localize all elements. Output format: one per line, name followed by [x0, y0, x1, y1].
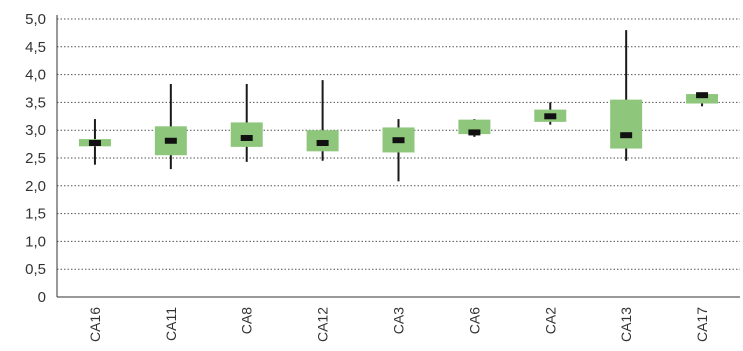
box-ca11	[154, 84, 187, 170]
iqr-box	[610, 99, 643, 149]
y-tick-label: 4,5	[25, 39, 46, 56]
x-tick-label: CA8	[239, 307, 255, 334]
y-tick-label: 0,5	[25, 261, 46, 278]
box-ca16	[78, 119, 111, 165]
x-tick-label: CA12	[315, 307, 331, 342]
box-ca17	[686, 92, 719, 107]
x-tick-label: CA11	[163, 307, 179, 341]
y-tick-label: 3,0	[25, 122, 46, 139]
iqr-box	[458, 119, 491, 135]
y-tick-label: 1,5	[25, 206, 46, 223]
x-tick-label: CA3	[391, 307, 407, 334]
x-tick-label: CA16	[87, 307, 103, 342]
box-ca6	[458, 119, 491, 137]
x-tick-label: CA6	[466, 307, 482, 334]
median-marker	[620, 132, 633, 139]
y-tick-label: 2,5	[25, 150, 46, 167]
median-marker	[392, 137, 405, 144]
y-tick-label: 2,0	[25, 178, 46, 195]
median-marker	[544, 113, 557, 120]
axis-layer	[56, 15, 740, 298]
box-ca3	[382, 119, 415, 182]
box-layer	[78, 30, 719, 182]
median-marker	[696, 92, 709, 99]
x-tick-label: CA2	[542, 307, 558, 334]
box-ca8	[230, 84, 263, 162]
median-marker	[88, 139, 101, 146]
box-ca2	[534, 102, 567, 125]
median-marker	[240, 134, 253, 141]
median-marker	[316, 139, 329, 146]
box-ca13	[610, 30, 643, 161]
median-marker	[468, 129, 481, 136]
y-tick-label: 4,0	[25, 67, 46, 84]
y-tick-label: 0	[38, 289, 46, 306]
median-marker	[164, 137, 177, 144]
y-tick-label: 1,0	[25, 233, 46, 250]
y-tick-label: 5,0	[25, 11, 46, 28]
iqr-box	[686, 94, 719, 104]
box-ca12	[306, 80, 339, 161]
y-tick-label: 3,5	[25, 94, 46, 111]
x-tick-label: CA13	[618, 307, 634, 342]
label-layer: 0 0,5 1,0 1,5 2,0 2,5 3,0 3,5 4,0 4,5 5,0 CA16 CA11 C…	[25, 11, 710, 342]
x-tick-label: CA17	[694, 307, 710, 342]
iqr-box	[230, 122, 263, 147]
